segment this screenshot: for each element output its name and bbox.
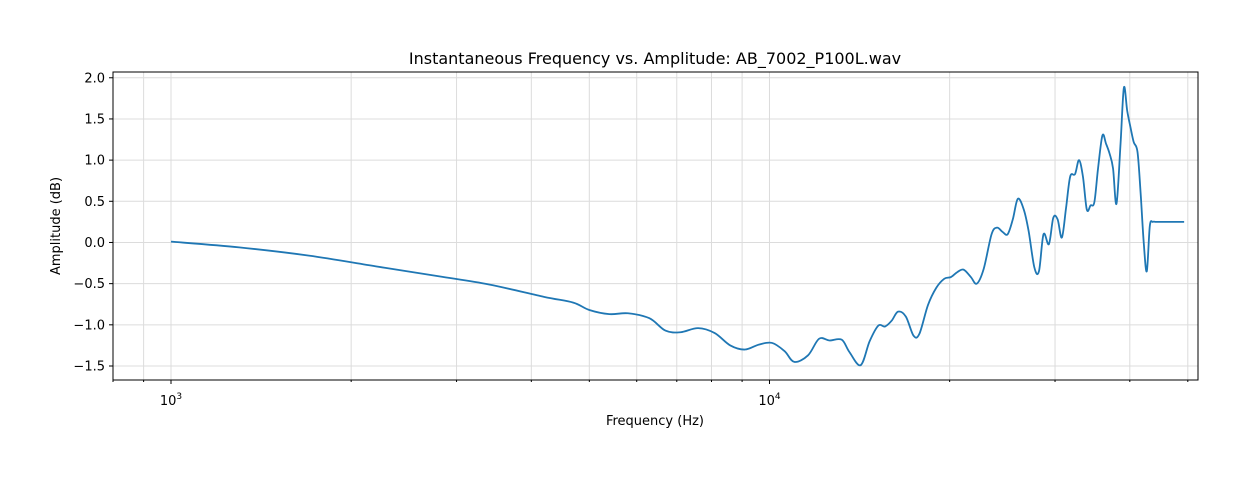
x-tick-label: 103: [160, 392, 182, 409]
x-axis-label: Frequency (Hz): [606, 414, 704, 429]
y-tick-label: 0.0: [84, 236, 105, 251]
grid: [112, 72, 1198, 380]
y-tick-label: 0.5: [84, 195, 105, 210]
chart-title: Instantaneous Frequency vs. Amplitude: A…: [409, 49, 901, 69]
axis-ticks: 103 104 2.0 1.5 1.0 0.5 0.0 −0.5 −1.0 −1.5: [73, 71, 1189, 409]
plot-frame: [112, 71, 1199, 381]
y-tick-label: −0.5: [73, 277, 105, 292]
y-tick-label: 1.5: [84, 112, 105, 127]
y-tick-label: −1.0: [73, 318, 105, 333]
y-axis-label: Amplitude (dB): [49, 177, 64, 275]
amplitude-series-line: [170, 85, 1185, 367]
y-tick-label: 2.0: [84, 71, 105, 86]
x-tick-label: 104: [758, 392, 781, 409]
y-tick-label: 1.0: [84, 154, 105, 169]
y-tick-label: −1.5: [73, 360, 105, 375]
plot-area: [170, 85, 1185, 367]
